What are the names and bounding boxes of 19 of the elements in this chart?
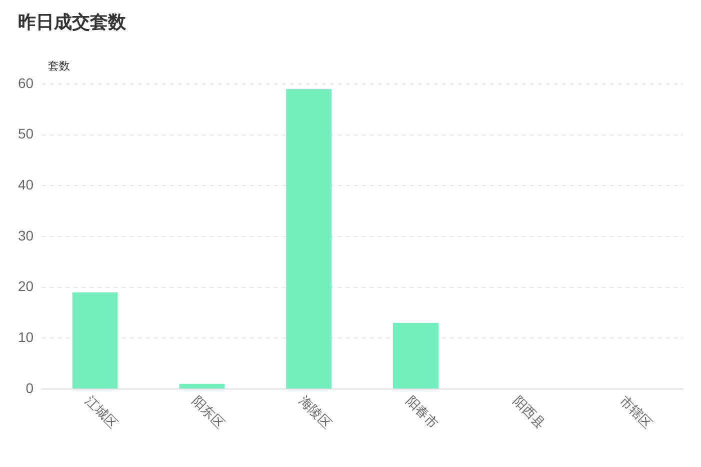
y-tick-label: 0 xyxy=(26,380,34,396)
bar xyxy=(72,292,118,388)
y-tick-label: 60 xyxy=(18,74,34,91)
y-tick-label: 50 xyxy=(18,126,34,142)
x-tick-label: 海陵区 xyxy=(296,394,334,432)
y-tick-label: 10 xyxy=(18,329,34,346)
y-tick-label: 30 xyxy=(18,227,34,244)
x-tick-label: 阳西县 xyxy=(509,394,548,432)
x-tick-label: 阳春市 xyxy=(402,394,441,432)
x-tick-label: 市辖区 xyxy=(616,394,655,432)
y-tick-label: 40 xyxy=(18,176,34,193)
y-tick-label: 20 xyxy=(18,278,34,294)
x-tick-label: 阳东区 xyxy=(188,394,227,432)
y-axis-title: 套数 xyxy=(48,59,70,72)
chart-title: 昨日成交套数 xyxy=(18,11,126,34)
bar xyxy=(179,384,225,388)
bar xyxy=(393,322,438,388)
bar xyxy=(286,89,332,388)
x-tick-label: 江城区 xyxy=(82,394,120,432)
